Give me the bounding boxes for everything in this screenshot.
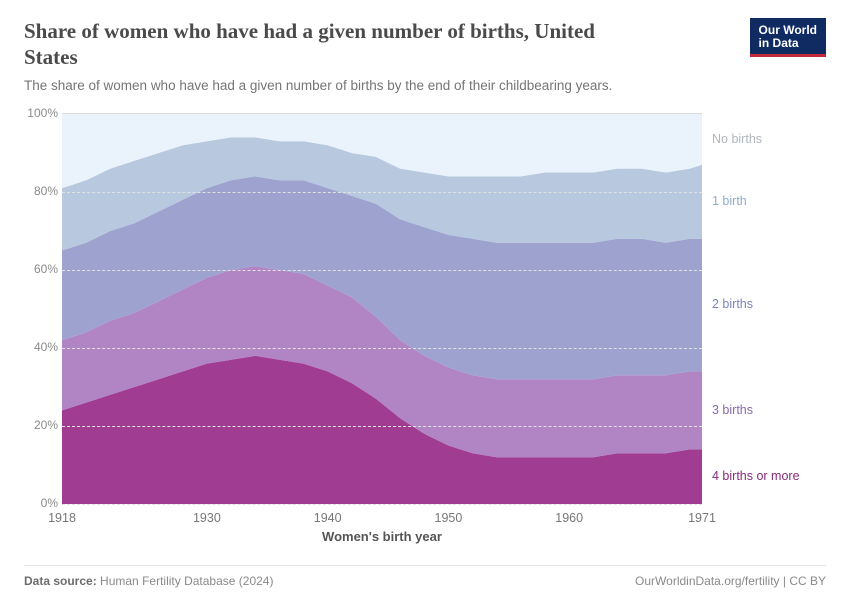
chart-title: Share of women who have had a given numb… xyxy=(24,18,644,71)
y-tick-label: 60% xyxy=(24,262,58,276)
y-tick-label: 20% xyxy=(24,418,58,432)
x-axis-label: Women's birth year xyxy=(62,529,702,544)
series-label: 1 birth xyxy=(712,194,747,208)
source-value: Human Fertility Database (2024) xyxy=(100,574,273,588)
title-block: Share of women who have had a given numb… xyxy=(24,18,644,95)
owid-logo[interactable]: Our World in Data xyxy=(750,18,826,57)
y-tick-label: 80% xyxy=(24,184,58,198)
plot-area xyxy=(62,113,702,503)
footer-right: OurWorldinData.org/fertility | CC BY xyxy=(635,574,826,588)
y-tick-label: 0% xyxy=(24,496,58,510)
series-label: 3 births xyxy=(712,403,753,417)
grid-line xyxy=(62,270,702,271)
series-label: 4 births or more xyxy=(712,469,800,483)
header: Share of women who have had a given numb… xyxy=(24,18,826,95)
grid-line xyxy=(62,192,702,193)
grid-line xyxy=(62,426,702,427)
chart-area: 0%20%40%60%80%100% 191819301940195019601… xyxy=(24,111,826,541)
chart-subtitle: The share of women who have had a given … xyxy=(24,77,644,96)
x-tick-label: 1930 xyxy=(193,511,221,525)
data-source: Data source: Human Fertility Database (2… xyxy=(24,574,273,588)
x-tick-label: 1971 xyxy=(688,511,716,525)
x-tick-label: 1950 xyxy=(435,511,463,525)
x-tick-label: 1960 xyxy=(555,511,583,525)
grid-line xyxy=(62,348,702,349)
series-label: 2 births xyxy=(712,297,753,311)
source-label: Data source: xyxy=(24,574,97,588)
footer: Data source: Human Fertility Database (2… xyxy=(24,565,826,588)
x-tick-label: 1918 xyxy=(48,511,76,525)
series-label: No births xyxy=(712,132,762,146)
y-tick-label: 100% xyxy=(24,106,58,120)
y-tick-label: 40% xyxy=(24,340,58,354)
chart-container: Share of women who have had a given numb… xyxy=(0,0,850,600)
stacked-area-svg xyxy=(62,114,702,504)
x-tick-label: 1940 xyxy=(314,511,342,525)
grid-line xyxy=(62,504,702,505)
